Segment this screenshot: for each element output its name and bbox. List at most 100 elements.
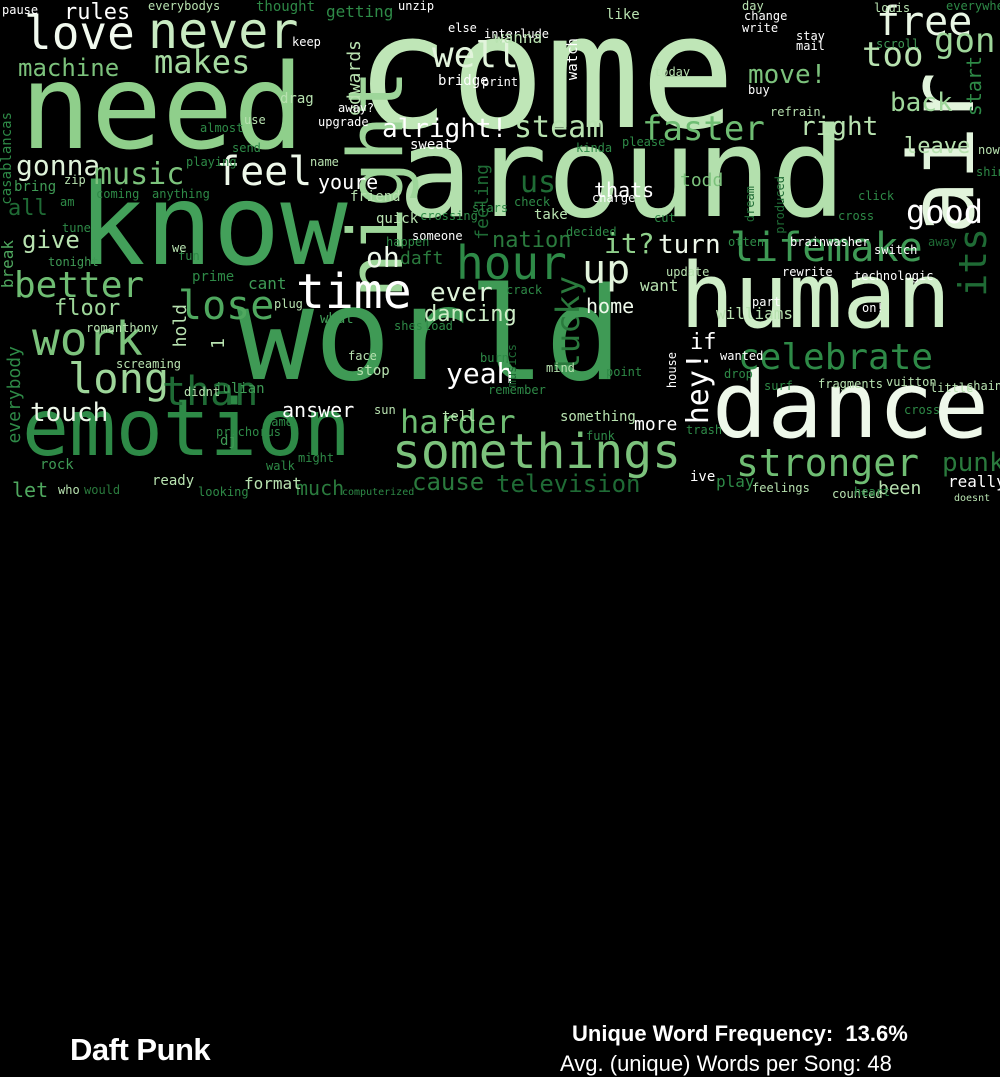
cloud-word: zip (64, 173, 86, 187)
cloud-word: prime (192, 269, 235, 285)
cloud-word: everybodys (148, 0, 221, 13)
cloud-word: click (858, 189, 895, 203)
cloud-word: plug (274, 297, 303, 311)
cloud-word: chained (966, 379, 1000, 393)
cloud-word: write (742, 21, 779, 35)
cloud-word: today (654, 65, 691, 79)
cloud-word: alright! (382, 114, 508, 144)
cloud-word: quick (376, 211, 419, 227)
cloud-word: away (928, 235, 957, 249)
cloud-word: ready (152, 473, 195, 489)
cloud-word: world (237, 261, 623, 410)
cloud-word: 1 (208, 338, 229, 349)
cloud-word: thought (256, 0, 316, 15)
cloud-word: rules (64, 0, 131, 25)
cloud-word: print (482, 75, 519, 89)
cloud-word: let (12, 478, 49, 502)
cloud-word: day (742, 0, 764, 13)
cloud-word: heart (854, 485, 891, 499)
cloud-word: scroll (876, 37, 920, 51)
word-cloud: come around world need know human emotion dance… (0, 0, 1000, 510)
cloud-word: dance (712, 352, 989, 459)
cloud-word: doesnt (954, 493, 991, 504)
cloud-word: brainwasher (790, 235, 870, 249)
avg-words-per-song: Avg. (unique) Words per Song: 48 (560, 1051, 892, 1077)
artist-name: Daft Punk (70, 1032, 211, 1067)
cloud-word: thats (594, 178, 655, 202)
cloud-word: tonight (48, 255, 99, 269)
cloud-word: lucky (549, 276, 587, 373)
cloud-word: tune (62, 221, 91, 235)
cloud-word: lifemake (730, 225, 923, 271)
cloud-word: wanna (494, 28, 543, 47)
cloud-word: good (906, 193, 984, 231)
cloud-word: know (78, 161, 348, 291)
cloud-word: cause (412, 468, 485, 496)
cloud-word: coming (96, 187, 140, 201)
unique-word-frequency: Unique Word Frequency: 13.6% (572, 1021, 908, 1047)
cloud-word: cant (248, 274, 287, 293)
cloud-word: format (244, 474, 302, 493)
cloud-word: home (586, 294, 635, 318)
cloud-word: load (424, 319, 453, 333)
cloud-word: move! (748, 60, 827, 90)
cloud-word: television (496, 470, 641, 498)
cloud-word: please (622, 135, 666, 149)
cloud-word: nation (492, 228, 572, 253)
cloud-word: surf (764, 379, 793, 393)
cloud-word: cut (654, 211, 676, 225)
cloud-word: everybody (4, 346, 25, 444)
cloud-word: game (264, 415, 293, 429)
cloud-word: music (94, 157, 185, 192)
cloud-word: youre (318, 170, 379, 194)
cloud-word: back (890, 88, 953, 118)
unique-word-frequency-label: Unique Word Frequency: (572, 1021, 834, 1046)
cloud-word: trash (686, 423, 723, 437)
cloud-word: part (752, 295, 781, 309)
cloud-word: someone (412, 229, 463, 243)
cloud-word: all (8, 196, 48, 221)
cloud-word: williams (716, 304, 794, 323)
cloud-word: mail (796, 39, 825, 53)
cloud-word: pause (2, 3, 39, 17)
cloud-word: funk (586, 429, 615, 443)
cloud-word: long (68, 354, 170, 403)
cloud-word: shes (394, 319, 423, 333)
cloud-word: walk (266, 459, 295, 473)
cloud-word: check (514, 195, 551, 209)
cloud-word: getting (326, 2, 394, 21)
cloud-word: on! (862, 301, 884, 315)
cloud-word: machine (18, 54, 120, 82)
cloud-word: interlude (484, 27, 550, 41)
cloud-word: away? (338, 101, 375, 115)
cloud-word: now! (978, 143, 1000, 157)
footer-bar: Daft Punk Unique Word Frequency: 13.6% A… (0, 510, 1000, 1076)
cloud-word: harder (400, 403, 516, 441)
cloud-word: wanted (720, 349, 764, 363)
cloud-word: dancing (424, 302, 517, 327)
cloud-word: drag (280, 91, 314, 107)
cloud-word: somethings (392, 424, 681, 480)
cloud-word: feel (216, 149, 313, 195)
cloud-word: daft (400, 248, 444, 269)
cloud-word: time (296, 264, 412, 320)
cloud-word: almost (200, 121, 244, 135)
cloud-word: rewrite (782, 265, 833, 279)
cloud-word: something (560, 409, 636, 425)
cloud-word: turn (658, 230, 721, 260)
cloud-word: burn (480, 351, 509, 365)
cloud-word: looking (198, 485, 249, 499)
cloud-word: prechorus (216, 425, 282, 439)
cloud-word: dream (743, 186, 757, 223)
cloud-word: mind (546, 361, 575, 375)
cloud-word: too (862, 35, 924, 75)
cloud-word: friend (350, 189, 401, 205)
cloud-word: celebrate (738, 337, 934, 378)
cloud-word: change (744, 9, 788, 23)
cloud-word: take (534, 207, 568, 223)
unique-word-frequency-value: 13.6% (845, 1021, 908, 1046)
cloud-word: feelings (752, 481, 810, 495)
cloud-word: steam (514, 110, 605, 145)
cloud-word: stop (356, 363, 390, 379)
cloud-word: cross (904, 403, 941, 417)
